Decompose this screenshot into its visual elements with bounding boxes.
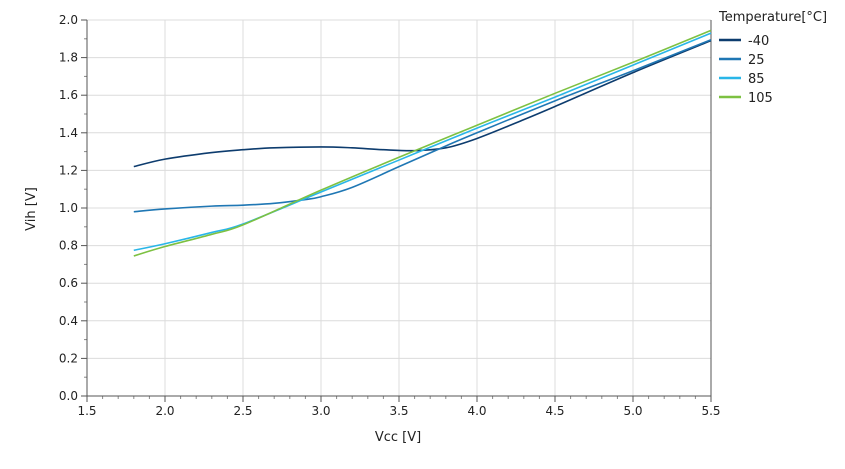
- grid: [86, 19, 712, 397]
- legend-item: 25: [719, 53, 765, 68]
- legend-label: 85: [748, 72, 765, 87]
- y-tick-label: 0.2: [59, 351, 78, 365]
- x-tick-label: 1.5: [77, 404, 96, 418]
- y-tick-label: 1.8: [59, 51, 78, 65]
- x-tick-labels: 1.5 2.0 2.5 3.0 3.5 4.0 4.5 5.0 5.5: [77, 404, 720, 418]
- y-tick-label: 0.8: [59, 239, 78, 253]
- y-tick-label: 0.0: [59, 389, 78, 403]
- series-line-25: [133, 38, 712, 213]
- x-tick-label: 3.5: [389, 404, 408, 418]
- legend-item: -40: [719, 34, 769, 49]
- x-tick-label: 5.5: [701, 404, 720, 418]
- legend-label: 25: [748, 53, 765, 68]
- y-tick-label: 1.2: [59, 163, 78, 177]
- x-axis-label: Vcc [V]: [375, 430, 421, 445]
- y-tick-label: 1.6: [59, 88, 78, 102]
- series-line--40: [133, 39, 712, 168]
- x-tick-label: 4.5: [545, 404, 564, 418]
- legend-items: -40 25 85 105: [719, 34, 773, 106]
- x-tick-label: 5.0: [623, 404, 642, 418]
- legend-title: Temperature[°C]: [718, 10, 827, 25]
- legend: Temperature[°C] -40 25 85 105: [718, 10, 827, 106]
- series-layer: [133, 29, 712, 257]
- axes: [81, 19, 712, 402]
- x-tick-label: 2.5: [233, 404, 252, 418]
- x-tick-label: 3.0: [311, 404, 330, 418]
- y-tick-labels: 0.0 0.2 0.4 0.6 0.8 1.0 1.2 1.4 1.6 1.8 2.0: [59, 13, 78, 403]
- y-tick-label: 0.4: [59, 314, 78, 328]
- series-line-85: [133, 32, 712, 252]
- y-tick-label: 2.0: [59, 13, 78, 27]
- y-tick-label: 0.6: [59, 276, 78, 290]
- y-tick-label: 1.0: [59, 201, 78, 215]
- legend-label: -40: [748, 34, 769, 49]
- y-axis-label: Vih [V]: [24, 187, 39, 231]
- legend-label: 105: [748, 91, 773, 106]
- y-tick-label: 1.4: [59, 126, 78, 140]
- x-tick-label: 2.0: [155, 404, 174, 418]
- legend-item: 105: [719, 91, 773, 106]
- x-tick-label: 4.0: [467, 404, 486, 418]
- legend-item: 85: [719, 72, 765, 87]
- series-line-105: [133, 29, 712, 257]
